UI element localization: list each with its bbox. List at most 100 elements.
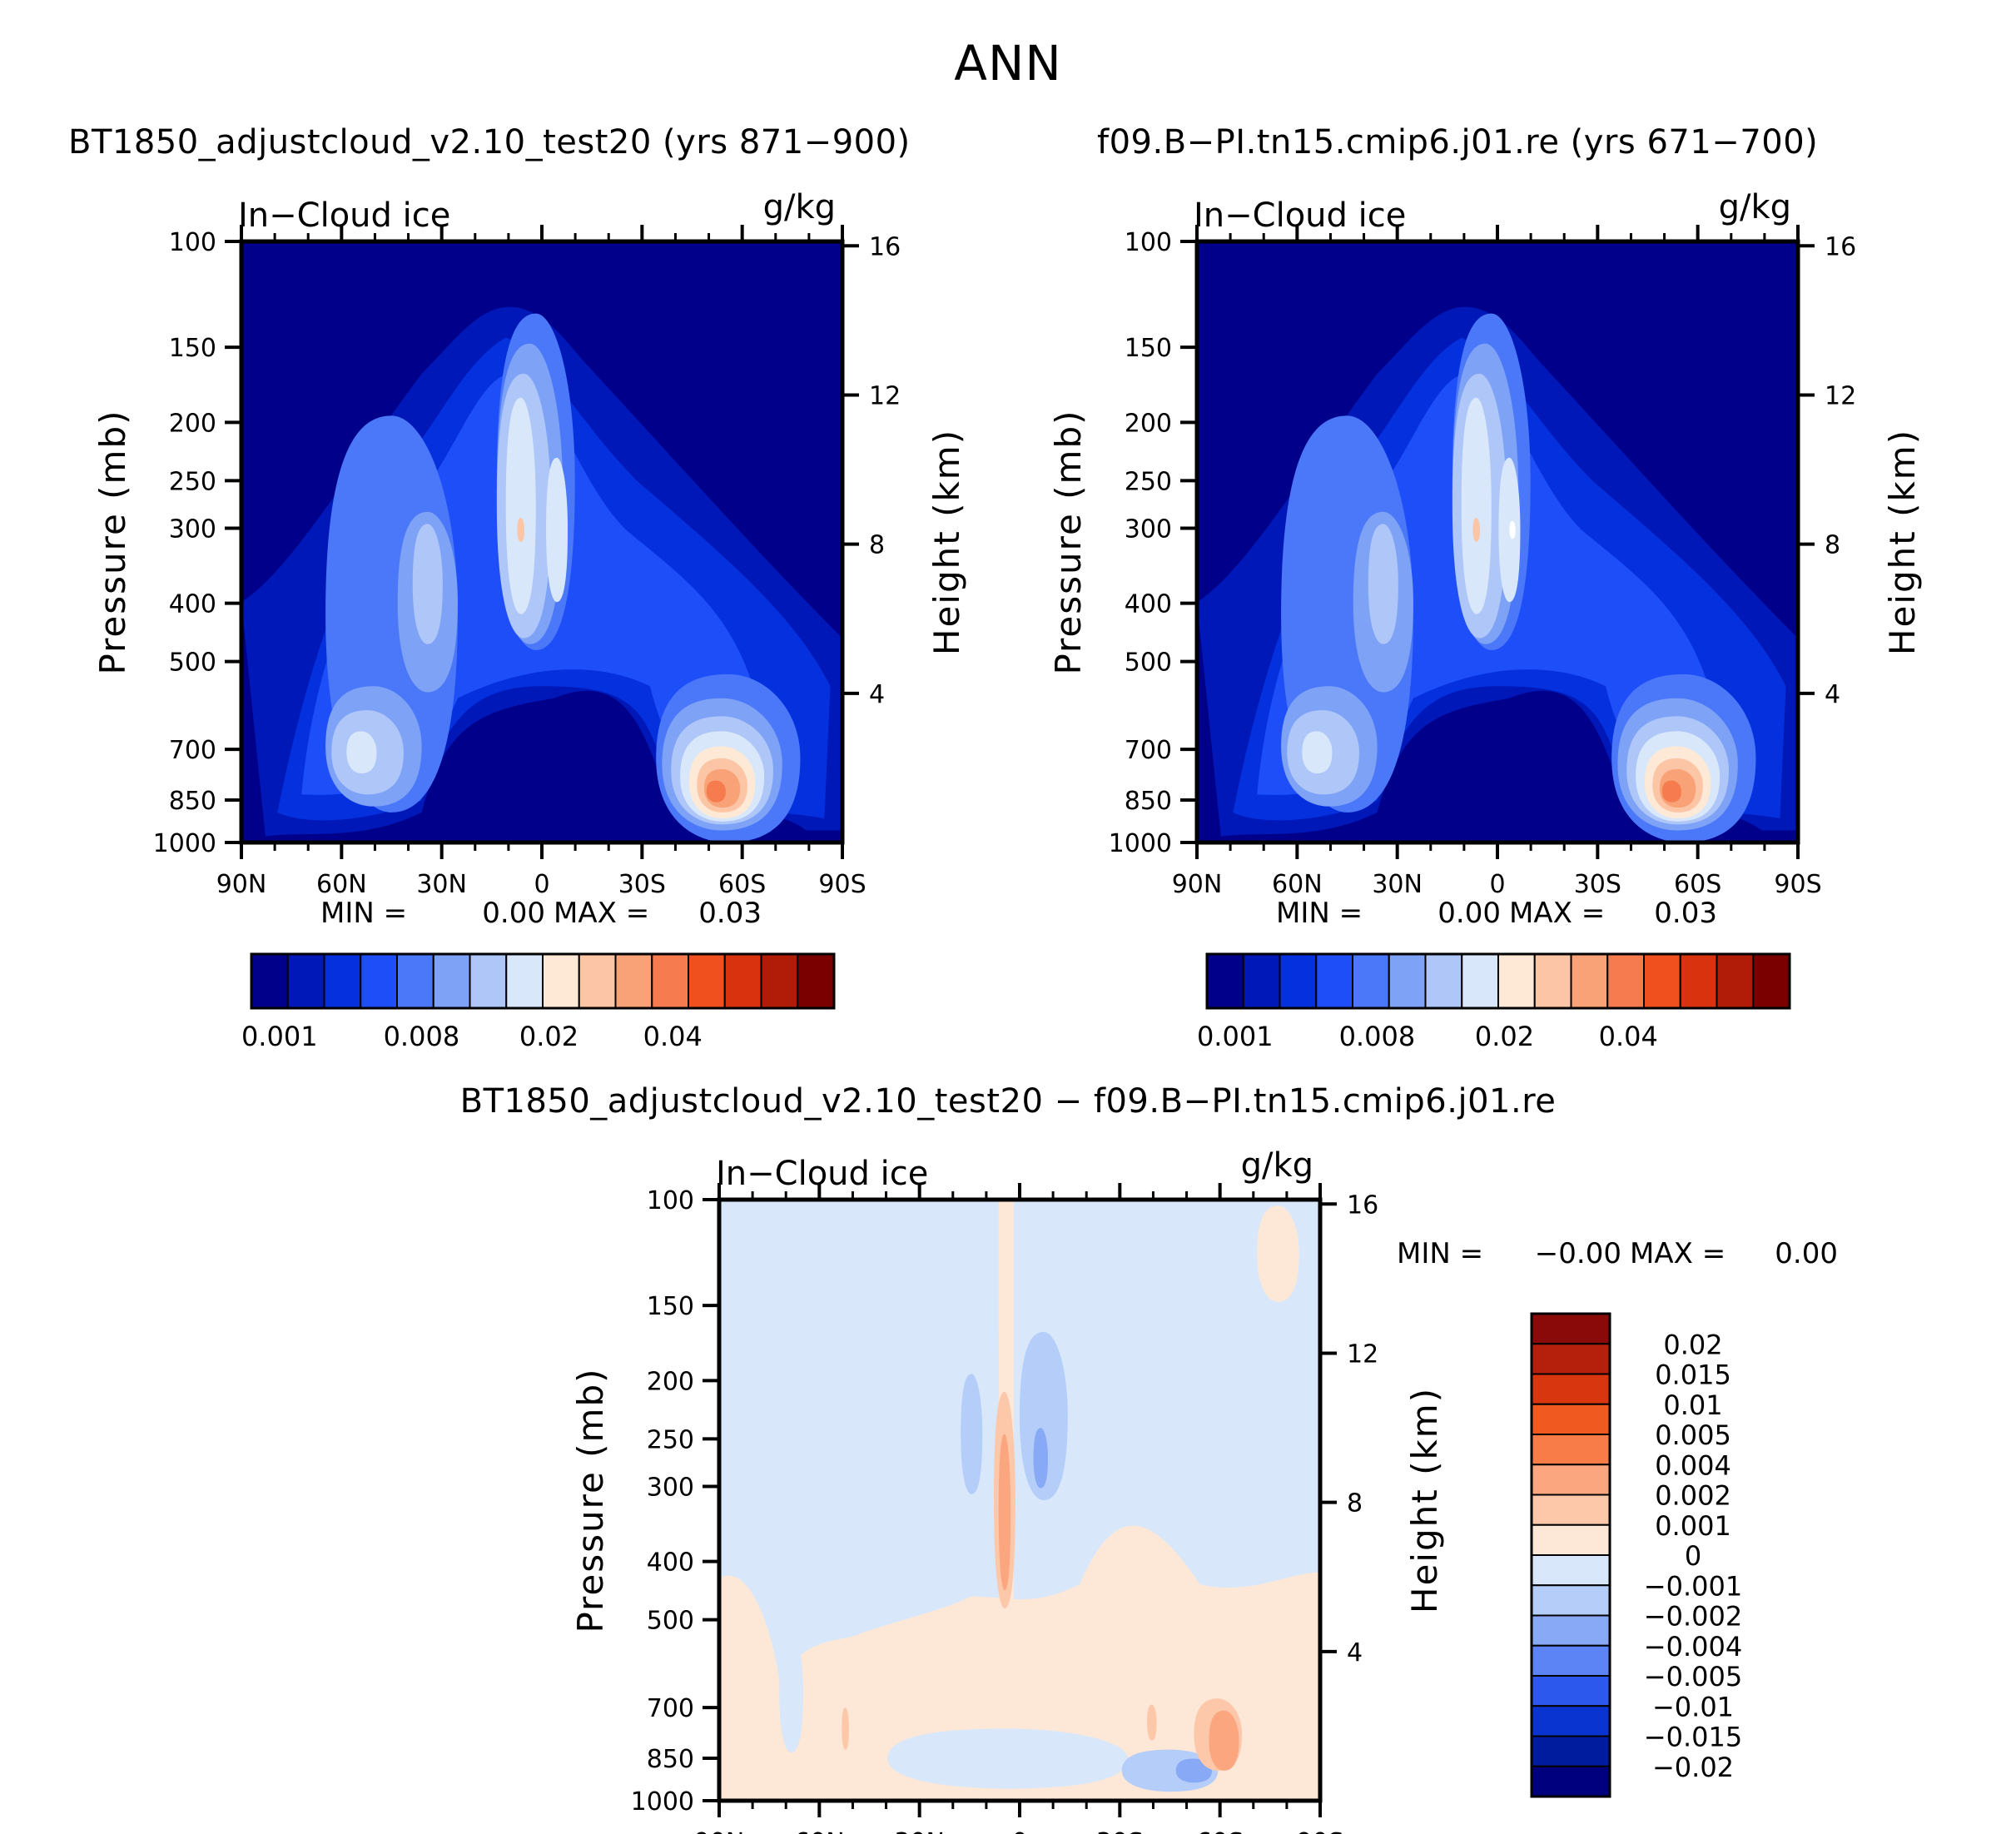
- diff-colorbar-box: [1531, 1705, 1611, 1737]
- case2-contour-level-11: [1661, 780, 1681, 803]
- case1-xtick-label: 0: [534, 870, 549, 899]
- case2-ytick-label: 1000: [1109, 829, 1172, 858]
- case2-frame: [1194, 239, 1800, 845]
- case1-ytick-label: 850: [169, 787, 216, 816]
- case2-ytick-label: 700: [1125, 736, 1172, 765]
- case2-rtick-label: 12: [1825, 381, 1856, 410]
- case1-max-value: 0.03: [698, 897, 762, 930]
- diff-contour-neg-patch-b: [887, 1728, 1128, 1789]
- diff-max-label: MAX =: [1630, 1237, 1726, 1270]
- case2-ytick-label: 850: [1125, 787, 1172, 816]
- case1-rtick-label: 8: [869, 531, 885, 560]
- diff-colorbar-box: [1531, 1554, 1611, 1587]
- diff-colorbar-box: [1531, 1765, 1611, 1797]
- case2-colorbar-frame: [1205, 952, 1791, 1010]
- diff-colorbar-box: [1531, 1614, 1611, 1647]
- case1-ytick-label: 400: [169, 590, 216, 619]
- case1-xtick-label: 60N: [316, 870, 367, 899]
- diff-ytick-label: 700: [647, 1694, 694, 1723]
- case1-ytick-label: 250: [169, 467, 216, 496]
- diff-contour-neg-trop-c: [1033, 1428, 1048, 1489]
- case2-units-label: g/kg: [1719, 188, 1791, 226]
- diff-colorbar-label: −0.015: [1644, 1722, 1742, 1753]
- diff-colorbar-box: [1531, 1644, 1611, 1677]
- diff-contour-neg-trop-b: [1020, 1331, 1068, 1500]
- case1-min-label: MIN =: [320, 897, 407, 930]
- case2-xtick-label: 30S: [1574, 870, 1621, 899]
- diff-variable-label: In−Cloud ice: [716, 1155, 928, 1193]
- case2-contour-level-7-tropics-a: [1461, 397, 1492, 614]
- case2-xtick-label: 90N: [1172, 870, 1223, 899]
- case2-variable-label: In−Cloud ice: [1194, 196, 1406, 235]
- diff-contour-pos-upper-sh: [1257, 1205, 1299, 1302]
- case2-rtick-label: 16: [1825, 232, 1856, 261]
- case2-colorbar-box: [1570, 953, 1609, 1009]
- case2-contour-level-7-nh: [1302, 731, 1333, 773]
- case2-xtick-label: 60S: [1674, 870, 1721, 899]
- diff-max-value: 0.00: [1775, 1237, 1838, 1270]
- case1-colorbar-box: [723, 953, 762, 1009]
- case1-rtick-label: 12: [869, 381, 901, 410]
- diff-min-value: −0.00: [1535, 1237, 1621, 1270]
- diff-colorbar-frame: [1530, 1312, 1611, 1798]
- diff-rtick-label: 12: [1347, 1339, 1378, 1369]
- case1-contour-level-7-tropics-b: [546, 457, 569, 603]
- diff-colorbar-box: [1531, 1735, 1611, 1767]
- diff-colorbar-label: 0.002: [1655, 1480, 1731, 1512]
- case2-contour-level-9-tropics: [1472, 518, 1481, 542]
- case1-colorbar-box: [286, 953, 325, 1009]
- case1-ytick-label: 150: [169, 334, 216, 363]
- diff-colorbar-box: [1531, 1464, 1611, 1496]
- case1-max-label: MAX =: [554, 897, 649, 930]
- case1-colorbar-box: [578, 953, 617, 1009]
- diff-colorbar-box: [1531, 1523, 1611, 1556]
- diff-colorbar-label: −0.01: [1652, 1691, 1734, 1722]
- diff-contour-neg-patch-d: [1175, 1758, 1213, 1783]
- diff-colorbar-label: −0.005: [1644, 1661, 1742, 1692]
- case2-colorbar-box: [1716, 953, 1755, 1009]
- diff-colorbar-box: [1531, 1434, 1611, 1466]
- case1-colorbar-box: [505, 953, 544, 1009]
- diff-colorbar-label: 0: [1685, 1540, 1701, 1572]
- case2-contour-peak-tropics: [1509, 520, 1516, 539]
- case1-colorbar-label: 0.001: [241, 1021, 318, 1052]
- diff-colorbar-label: 0.015: [1655, 1359, 1731, 1391]
- diff-colorbar-box: [1531, 1343, 1611, 1375]
- diff-xtick-label: 30S: [1096, 1828, 1144, 1834]
- case1-rtick-label: 4: [869, 680, 885, 709]
- diff-title: BT1850_adjustcloud_v2.10_test20 − f09.B−…: [459, 1082, 1557, 1121]
- case1-min-value: 0.00: [482, 897, 545, 930]
- case2-ytick-label: 500: [1125, 649, 1172, 678]
- case1-ytick-label: 500: [169, 649, 216, 678]
- case2-colorbar-box: [1606, 953, 1645, 1009]
- case2-colorbar-label: 0.04: [1599, 1021, 1658, 1052]
- diff-colorbar-label: 0.005: [1655, 1419, 1731, 1451]
- case1-variable-label: In−Cloud ice: [238, 196, 450, 235]
- diff-contour-pos-trop-b: [998, 1434, 1011, 1591]
- diff-contour-field: [719, 1200, 1320, 1801]
- diff-colorbar-label: 0.01: [1663, 1389, 1722, 1421]
- diff-colorbar-box: [1531, 1494, 1611, 1526]
- case1-colorbar-label: 0.02: [519, 1021, 578, 1052]
- diff-contour-pos-sh-c: [1147, 1704, 1157, 1741]
- case2-ytick-label: 300: [1125, 514, 1172, 544]
- diff-ytick-label: 250: [647, 1425, 694, 1454]
- diff-colorbar-box: [1531, 1584, 1611, 1617]
- case2-ytick-label: 150: [1125, 334, 1172, 363]
- diff-contour-zero-pos: [719, 1525, 1320, 1801]
- case2-min-value: 0.00: [1438, 897, 1501, 930]
- diff-colorbar-box: [1531, 1313, 1611, 1345]
- case2-title: f09.B−PI.tn15.cmip6.j01.re (yrs 671−700): [1097, 123, 1819, 162]
- diff-xtick-label: 90N: [694, 1828, 745, 1834]
- diff-ylabel-right: Height (km): [1404, 1387, 1445, 1613]
- figure-title: ANN: [954, 35, 1062, 92]
- case1-colorbar-frame: [250, 952, 836, 1010]
- case2-min-label: MIN =: [1276, 897, 1363, 930]
- case1-contour-level-11: [706, 780, 726, 803]
- diff-colorbar-label: −0.002: [1644, 1601, 1742, 1633]
- diff-colorbar-label: −0.02: [1652, 1752, 1734, 1783]
- diff-xtick-label: 0: [1011, 1828, 1027, 1834]
- case2-ylabel: Pressure (mb): [1048, 409, 1089, 674]
- case2-xtick-label: 0: [1489, 870, 1505, 899]
- diff-rtick-label: 4: [1347, 1638, 1363, 1667]
